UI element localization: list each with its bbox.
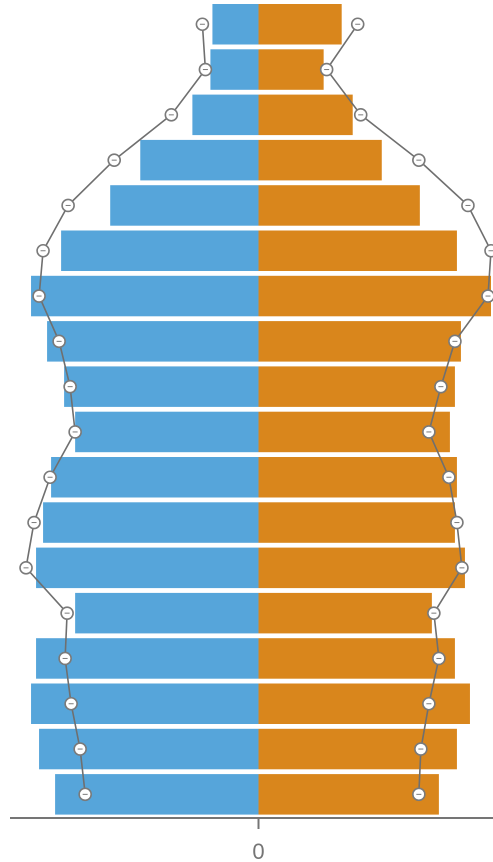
left-bar-5 — [110, 185, 259, 226]
right-bar-9 — [258, 366, 455, 407]
x-axis-ticks-group: 0 — [252, 818, 265, 862]
right-bar-7 — [258, 275, 491, 317]
left-bar-10 — [75, 411, 259, 453]
left-bar-13 — [36, 547, 259, 589]
left-bar-17 — [39, 728, 259, 770]
right-bar-16 — [258, 683, 470, 724]
left-bar-12 — [43, 502, 259, 543]
x-tick-label: 0 — [252, 839, 264, 862]
left-bar-9 — [64, 366, 259, 407]
right-bar-4 — [258, 139, 382, 181]
left-bar-3 — [192, 94, 259, 136]
left-bar-14 — [75, 592, 259, 634]
left-bar-1 — [212, 4, 259, 45]
left-bar-7 — [31, 275, 259, 317]
right-bar-11 — [258, 457, 457, 498]
left-bar-8 — [47, 321, 259, 362]
right-bar-10 — [258, 411, 450, 453]
right-comparison-line — [325, 23, 492, 795]
bars-group — [31, 4, 491, 815]
right-bar-2 — [258, 49, 324, 90]
comparison-lines-group — [25, 23, 492, 795]
right-bar-18 — [258, 774, 439, 815]
left-bar-15 — [36, 638, 259, 679]
right-bar-15 — [258, 638, 455, 679]
left-bar-2 — [210, 49, 259, 90]
right-bar-14 — [258, 592, 432, 634]
right-bar-5 — [258, 185, 420, 226]
right-bar-13 — [258, 547, 465, 589]
left-bar-4 — [140, 139, 259, 181]
right-bar-12 — [258, 502, 455, 543]
right-bar-8 — [258, 321, 461, 362]
right-bar-6 — [258, 230, 457, 271]
comparison-markers-group — [19, 17, 493, 802]
right-bar-1 — [258, 4, 342, 45]
right-bar-3 — [258, 94, 353, 136]
left-bar-6 — [61, 230, 259, 271]
left-comparison-line — [25, 24, 207, 795]
left-bar-11 — [51, 457, 259, 498]
